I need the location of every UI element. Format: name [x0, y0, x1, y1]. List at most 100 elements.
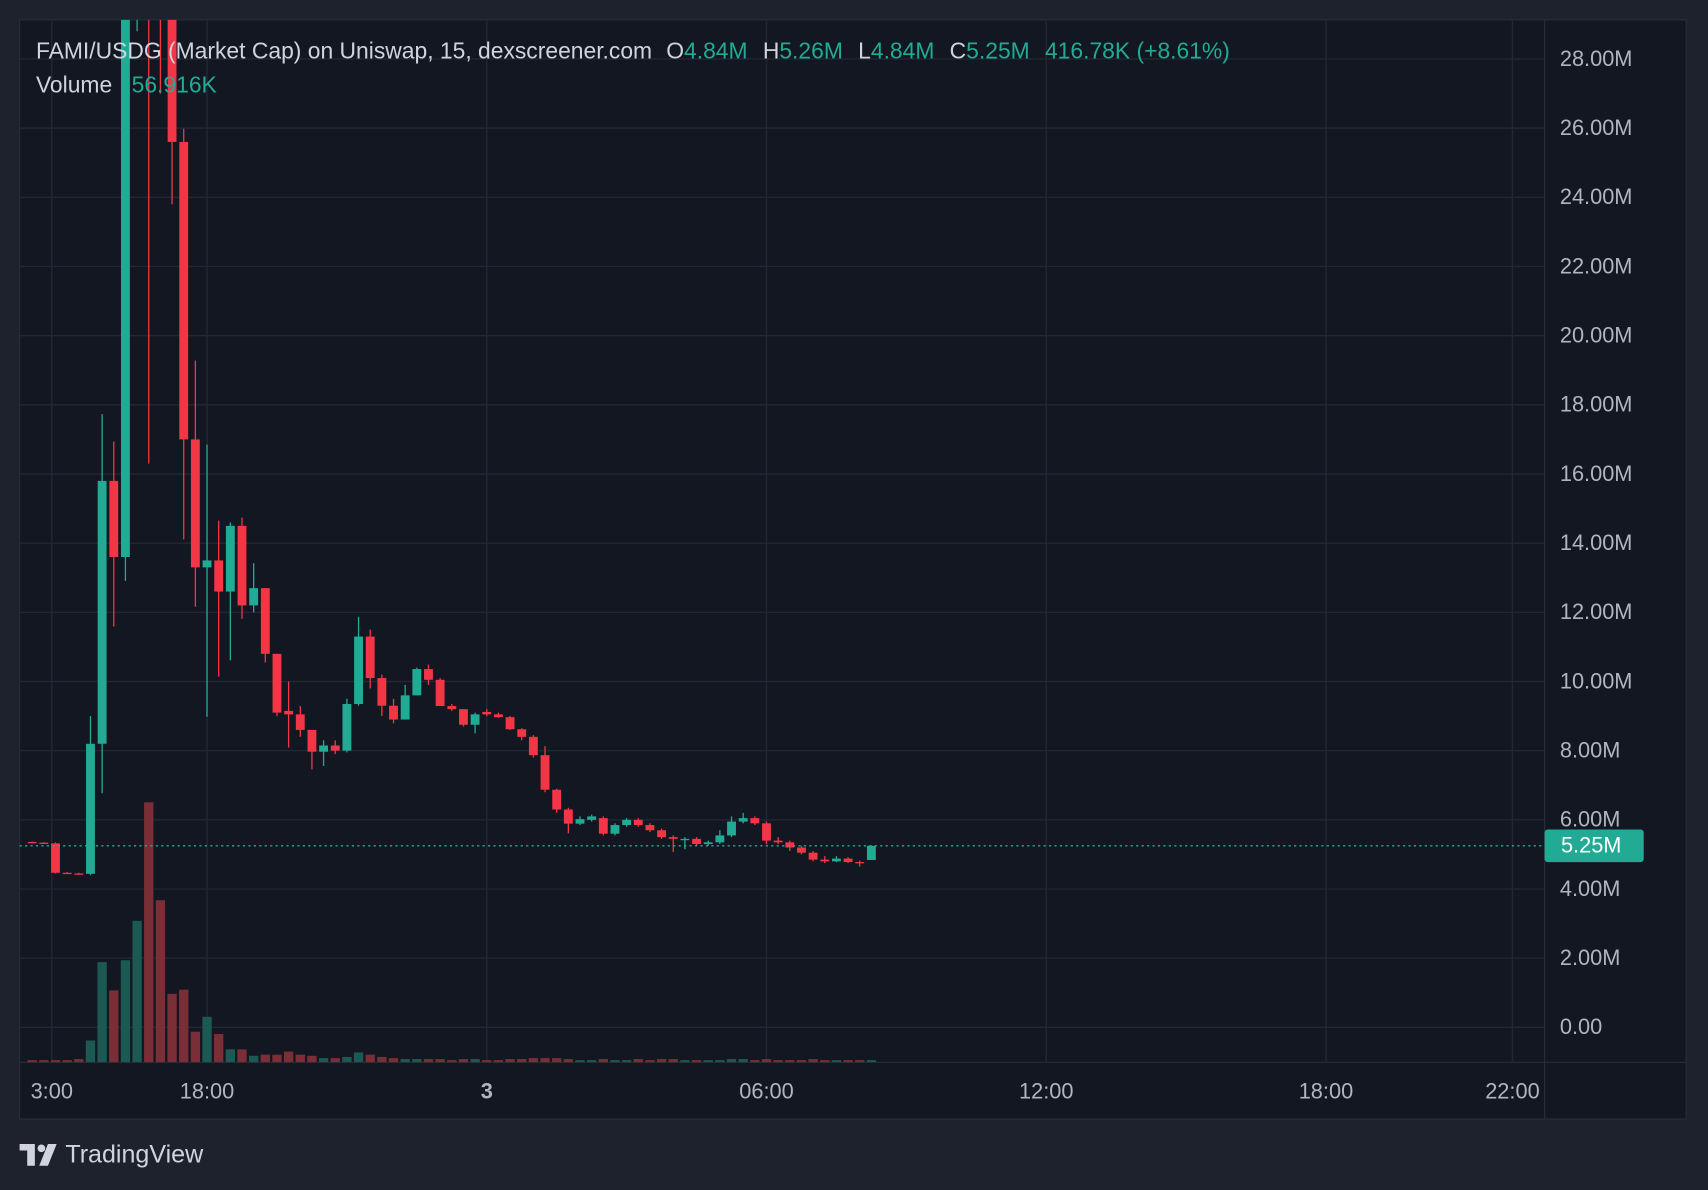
volume-bar	[214, 1034, 224, 1063]
candle-body	[62, 872, 72, 875]
volume-bar	[412, 1059, 422, 1063]
candle-body	[109, 480, 119, 557]
volume-bar	[225, 1049, 235, 1063]
legend-value: 5.26M	[779, 38, 843, 64]
candle-body	[330, 745, 340, 751]
candle-body	[750, 818, 760, 824]
volume-bar	[179, 989, 189, 1063]
volume-bar	[715, 1060, 725, 1063]
volume-legend: Volume 56.916K	[36, 71, 217, 97]
volume-bar	[691, 1060, 702, 1063]
candle-body	[727, 821, 736, 836]
candle-body	[505, 717, 515, 730]
candle-body	[843, 858, 853, 863]
candle-body	[97, 480, 107, 744]
candle-body	[86, 743, 95, 874]
candle-body	[400, 695, 410, 720]
volume-bar	[773, 1060, 783, 1063]
volume-bar	[365, 1054, 375, 1063]
x-tick-label: 18:00	[180, 1079, 234, 1104]
title: FAMI/USDG (Market Cap) on Uniswap, 15, d…	[36, 38, 652, 64]
volume-bar	[62, 1060, 72, 1063]
axes: 0.00 2.00M 4.00M 6.00M 8.00M 10.00M 12.00M 14.0…	[31, 46, 1644, 1104]
volume-bar	[237, 1049, 247, 1063]
volume-bar	[377, 1056, 387, 1063]
volume-bar	[680, 1060, 690, 1063]
y-tick-label: 0.00	[1560, 1014, 1602, 1039]
candle-body	[610, 825, 620, 834]
volume-bar	[423, 1059, 434, 1063]
volume-bar	[796, 1060, 807, 1063]
y-tick-label: 24.00M	[1560, 184, 1633, 209]
volume-bar	[330, 1058, 340, 1063]
volume-bar	[155, 900, 166, 1063]
candle-body	[435, 679, 445, 707]
candle-body	[214, 560, 224, 592]
volume-bar	[505, 1059, 515, 1063]
volume-bar	[586, 1060, 597, 1063]
brand-logo	[19, 1144, 57, 1166]
volume-bar	[808, 1059, 818, 1063]
candle-body	[237, 525, 247, 606]
volume-label: Volume	[36, 71, 112, 97]
candle-body	[715, 835, 725, 843]
candle-body	[517, 729, 527, 737]
volume-bar	[552, 1058, 562, 1063]
volume-bar	[202, 1016, 212, 1063]
legend-key: O	[666, 38, 684, 64]
y-tick-label: 28.00M	[1560, 46, 1633, 71]
candle-body	[552, 789, 562, 810]
volume-bar	[388, 1058, 399, 1063]
x-tick-label: 12:00	[1019, 1079, 1073, 1104]
volume-bar	[785, 1060, 795, 1063]
volume-bar	[517, 1059, 527, 1063]
volume-bar	[656, 1059, 667, 1063]
x-tick-label: 3	[481, 1079, 493, 1104]
volume-pane	[27, 802, 877, 1063]
legend-key: H	[763, 38, 780, 64]
candle-body	[377, 678, 387, 706]
volume-bar	[260, 1054, 270, 1063]
y-tick-label: 20.00M	[1560, 322, 1633, 347]
change: 416.78K (+8.61%)	[1045, 38, 1230, 64]
volume-bar	[610, 1060, 620, 1063]
volume-bar	[575, 1060, 585, 1063]
brand-logo-dot	[37, 1144, 46, 1153]
volume-bar	[703, 1060, 713, 1063]
volume-bar	[458, 1059, 469, 1063]
volume-bar	[563, 1059, 574, 1063]
candle-body	[121, 19, 130, 557]
candle-body	[260, 588, 270, 654]
y-tick-label: 18.00M	[1560, 392, 1633, 417]
candle-body	[424, 669, 433, 680]
candle-body	[622, 819, 632, 826]
volume-bar	[295, 1054, 305, 1063]
candle-body	[657, 830, 667, 838]
volume-bar	[528, 1058, 539, 1063]
volume-bar	[272, 1054, 282, 1063]
candle-body	[680, 838, 690, 841]
legend-key: C	[950, 38, 967, 64]
brand-name: TradingView	[65, 1141, 204, 1169]
candle-body	[482, 711, 492, 715]
candle-body	[167, 19, 177, 142]
volume-bar	[435, 1059, 445, 1063]
volume-bar	[39, 1060, 49, 1063]
candle-body	[540, 755, 550, 790]
volume-bar	[866, 1060, 877, 1063]
candle-body	[74, 873, 84, 875]
x-tick-label: 06:00	[739, 1079, 793, 1104]
volume-bar	[97, 962, 107, 1063]
candle-body	[365, 636, 375, 679]
candle-body	[470, 714, 480, 725]
x-tick-label: 18:00	[1299, 1079, 1353, 1104]
candle-body	[808, 852, 818, 860]
last-price-label: 5.25M	[1561, 833, 1622, 858]
candle-body	[389, 705, 398, 720]
candle-body	[459, 709, 468, 725]
candle-body	[633, 819, 643, 826]
legend-value: 5.25M	[966, 38, 1030, 64]
candle-body	[820, 859, 830, 862]
volume-bar	[843, 1060, 853, 1063]
last-price-tag	[1544, 829, 1644, 863]
